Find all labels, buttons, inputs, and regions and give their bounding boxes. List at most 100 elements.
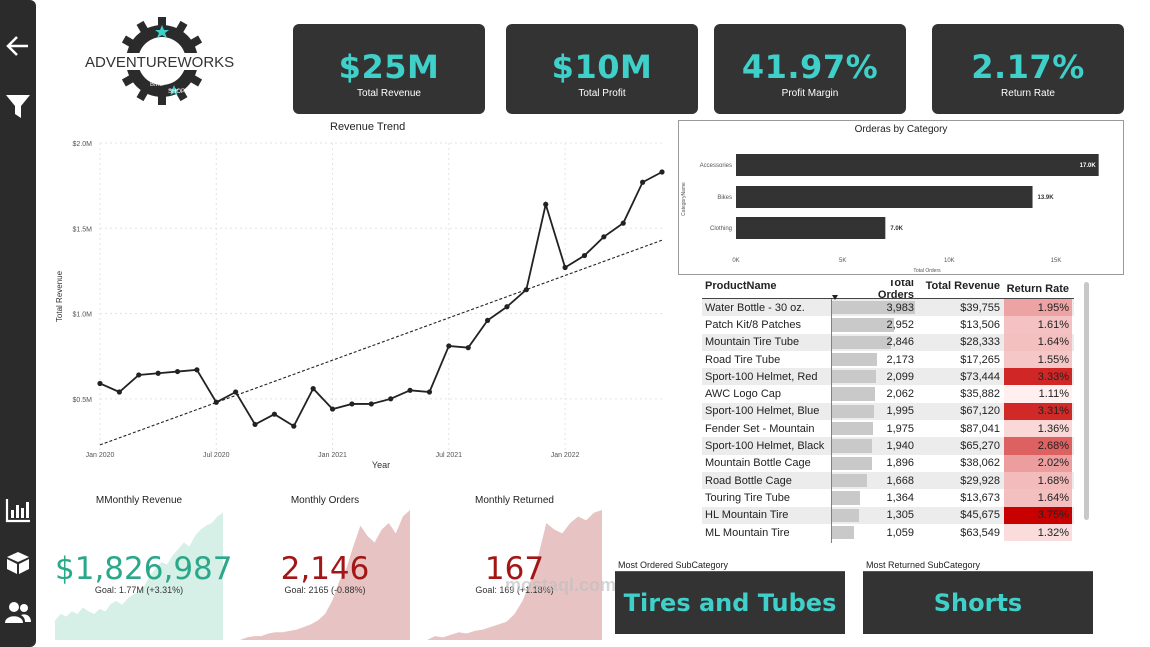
cell-return-rate: 1.61% [1004,316,1072,334]
cell-product-name: AWC Logo Cap [705,388,782,401]
cell-return-rate: 2.68% [1004,437,1072,455]
table-row[interactable]: Road Bottle Cage 1,668 $29,928 1.68% [702,471,1074,490]
cell-product-name: Fender Set - Mountain [705,422,815,435]
table-row[interactable]: Sport-100 Helmet, Blue 1,995 $67,120 3.31% [702,402,1074,421]
revenue-trend-chart[interactable]: $2.0M $1.5M $1.0M $0.5M Jan 2020 Jul 2020 Jan … [50,130,675,475]
table-row[interactable]: Sport-100 Helmet, Red 2,099 $73,444 3.33% [702,368,1074,386]
revenue-point [407,387,413,393]
kpi-total-revenue[interactable]: $25M Total Revenue [293,24,485,114]
kpi-total-profit[interactable]: $10M Total Profit [506,24,698,114]
sort-arrow-icon[interactable] [832,295,838,300]
table-row[interactable]: Patch Kit/8 Patches 2,952 $13,506 1.61% [702,316,1074,334]
kpi-label: Total Profit [578,88,626,99]
sparkline-area [427,510,602,640]
revenue-point [233,389,239,395]
cell-return-rate: 1.55% [1004,350,1072,369]
x-tick-label: Jan 2022 [551,452,580,459]
back-arrow-icon[interactable] [2,30,34,62]
orders-data-bar [832,456,872,470]
card-value: 2,146 [280,551,370,587]
sparkline-area [240,510,410,640]
cell-product-name: Mountain Bottle Cage [705,457,811,470]
y-tick-label: $1.5M [73,226,93,233]
cell-return-rate: 1.64% [1004,333,1072,351]
monthly-returned-card[interactable]: Monthly Returned 167 Goal: 169 (+1.18%) [427,495,602,640]
kpi-label: Return Rate [1001,88,1055,99]
orders-by-category-chart[interactable]: Orderas by Category Accessories 17.0K Bikes… [678,120,1124,275]
cell-total-revenue: $63,549 [960,526,1000,539]
table-row[interactable]: Mountain Tire Tube 2,846 $28,333 1.64% [702,333,1074,351]
orders-data-bar [832,387,875,401]
sidebar [0,0,36,647]
category-data-label: 13.9K [1038,195,1055,201]
bar-chart-icon[interactable] [2,494,34,526]
table-row[interactable]: AWC Logo Cap 2,062 $35,882 1.11% [702,385,1074,403]
cell-total-revenue: $45,675 [960,509,1000,522]
table-row[interactable]: Touring Tire Tube 1,364 $13,673 1.64% [702,489,1074,507]
orders-data-bar [832,370,876,384]
card-value: 167 [484,551,545,587]
cell-total-revenue: $13,506 [960,318,1000,331]
cell-return-rate: 1.68% [1004,471,1072,490]
kpi-profit-margin[interactable]: 41.97% Profit Margin [714,24,906,114]
header-product-name[interactable]: ProductName [705,280,777,292]
cell-product-name: Patch Kit/8 Patches [705,318,801,331]
table-row[interactable]: Mountain Bottle Cage 1,896 $38,062 2.02% [702,454,1074,472]
card-title: Monthly Returned [475,495,554,506]
revenue-point [388,396,394,402]
kpi-return-rate[interactable]: 2.17% Return Rate [932,24,1124,114]
product-table[interactable]: ProductName Total Orders Total Revenue R… [702,280,1074,543]
revenue-point [155,370,161,376]
revenue-point [426,389,433,395]
filter-icon[interactable] [2,90,34,122]
users-icon[interactable] [2,596,34,628]
cell-total-revenue: $65,270 [960,440,1000,453]
header-total-orders[interactable]: Total Orders [877,280,914,301]
most-returned-subcategory-card[interactable]: Most Returned SubCategory Shorts [863,558,1093,634]
table-row[interactable]: Road Tire Tube 2,173 $17,265 1.55% [702,350,1074,369]
category-label: Clothing [710,226,732,232]
cell-product-name: Water Bottle - 30 oz. [705,301,805,314]
header-total-revenue[interactable]: Total Revenue [925,280,1000,292]
cell-total-revenue: $13,673 [960,491,1000,504]
revenue-point [484,317,491,323]
revenue-point [504,304,510,310]
cell-total-orders: 1,364 [830,489,918,506]
card-title: MMonthly Revenue [95,495,183,506]
revenue-series-line [99,171,663,428]
revenue-point [640,179,646,185]
cell-total-orders: 1,668 [830,472,918,489]
cell-total-revenue: $39,755 [960,301,1000,314]
cell-return-rate: 2.02% [1004,454,1072,472]
cell-product-name: Touring Tire Tube [705,491,790,504]
cell-total-orders: 1,995 [830,403,918,420]
cell-product-name: HL Mountain Tire [705,509,789,522]
y-tick-label: $1.0M [73,312,93,319]
revenue-point [116,389,122,395]
cell-return-rate: 1.95% [1004,299,1072,317]
kpi-label: Total Revenue [357,88,421,99]
revenue-point [465,345,471,351]
cell-total-orders: 1,896 [830,455,918,472]
monthly-orders-card[interactable]: Monthly Orders 2,146 Goal: 2165 (-0.88%) [240,495,410,640]
most-ordered-subcategory-card[interactable]: Most Ordered SubCategory Tires and Tubes [615,558,845,634]
table-row[interactable]: HL Mountain Tire 1,305 $45,675 3.75% [702,506,1074,524]
table-row[interactable]: Fender Set - Mountain 1,975 $87,041 1.36% [702,420,1074,438]
table-row[interactable]: Sport-100 Helmet, Black 1,940 $65,270 2.68% [702,437,1074,455]
table-row[interactable]: ML Mountain Tire 1,059 $63,549 1.32% [702,523,1074,542]
box-icon[interactable] [2,546,34,578]
monthly-revenue-card[interactable]: MMonthly Revenue $1,826,987 Goal: 1.77M … [55,495,233,640]
revenue-point [523,287,529,293]
revenue-point [349,401,355,407]
adventureworks-logo: ADVENTUREWORKS BIKE SHOP [80,16,250,106]
sparkline-area [55,512,223,640]
card-title: Monthly Orders [290,495,360,506]
header-return-rate[interactable]: Return Rate [1006,283,1069,295]
table-row[interactable]: Water Bottle - 30 oz. 3,983 $39,755 1.95% [702,299,1074,317]
cell-total-orders: 1,975 [830,420,918,437]
cell-total-orders: 1,059 [830,524,918,541]
card-value: $1,826,987 [55,551,233,587]
category-bar [736,217,886,239]
table-scrollbar[interactable] [1084,282,1089,520]
